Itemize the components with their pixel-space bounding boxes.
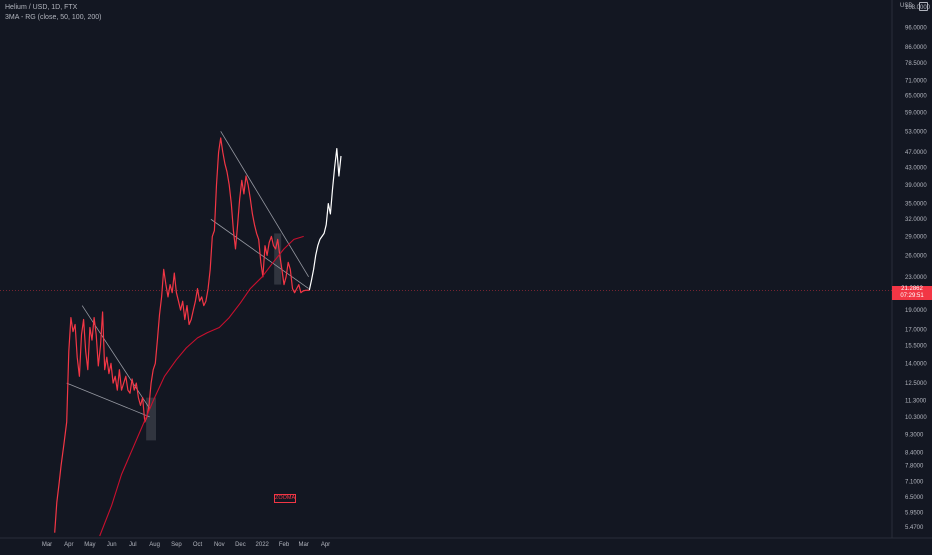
highlights-layer	[146, 233, 282, 441]
bar-countdown: 07:29:51	[900, 293, 924, 300]
price-tick-label: 53.0000	[905, 129, 927, 135]
price-tick-label: 59.0000	[905, 111, 927, 117]
indicator-label[interactable]: 3MA - RG (close, 50, 100, 200)	[5, 14, 102, 21]
price-tick-label: 86.0000	[905, 45, 927, 51]
price-tick-label: 65.0000	[905, 94, 927, 100]
price-tick-label: 19.0000	[905, 308, 927, 314]
price-tick-label: 14.0000	[905, 361, 927, 367]
price-tick-label: 7.1000	[905, 480, 924, 486]
time-tick-label: Jun	[107, 542, 117, 548]
time-tick-label: May	[84, 542, 95, 548]
price-tick-label: 78.5000	[905, 61, 927, 67]
time-tick-label: Apr	[64, 542, 73, 548]
moving_average-line	[99, 235, 304, 537]
price-tick-label: 9.3000	[905, 433, 924, 439]
annotation-label[interactable]: ZOOMA	[274, 494, 296, 503]
time-tick-label: Nov	[214, 542, 225, 548]
time-tick-label: Sep	[171, 542, 182, 548]
price-tick-label: 5.4700	[905, 525, 924, 531]
trendlines-layer	[66, 131, 309, 418]
price-tick-label: 32.0000	[905, 217, 927, 223]
price-tick-label: 96.0000	[905, 26, 927, 32]
time-tick-label: Mar	[299, 542, 309, 548]
last-price-tag: 21.2862 07:29:51	[892, 286, 932, 301]
price-line	[54, 137, 310, 533]
highlight-zone-2	[274, 233, 282, 285]
currency-label[interactable]: USD	[900, 3, 913, 9]
price-tick-label: 23.0000	[905, 275, 927, 281]
last-price-value: 21.2862	[901, 286, 923, 293]
price-tick-label: 6.5000	[905, 495, 924, 501]
price-tick-label: 15.5000	[905, 344, 927, 350]
highlight-zone-1	[146, 397, 157, 441]
price-axis[interactable]: 108.0000 96.0000 86.0000 78.5000 71.0000 65.0…	[905, 5, 931, 531]
time-tick-label: Mar	[42, 542, 52, 548]
trendline-1	[66, 382, 150, 418]
time-tick-label: Dec	[235, 542, 246, 548]
price-tick-label: 7.8000	[905, 463, 924, 469]
trendline-4	[220, 131, 309, 278]
price-tick-label: 29.0000	[905, 234, 927, 240]
time-tick-label: Aug	[149, 542, 160, 548]
price-tick-label: 10.3000	[905, 415, 927, 421]
time-tick-label: Feb	[279, 542, 290, 548]
projection-line	[308, 148, 342, 291]
price-tick-label: 108.0000	[905, 5, 931, 11]
symbol-title[interactable]: Helium / USD, 1D, FTX	[5, 4, 78, 11]
price-tick-label: 5.9500	[905, 511, 924, 517]
price-tick-label: 11.3000	[905, 399, 927, 405]
price-tick-label: 43.0000	[905, 166, 927, 172]
price-tick-label: 8.4000	[905, 450, 924, 456]
price-tick-label: 47.0000	[905, 150, 927, 156]
price-tick-label: 12.5000	[905, 381, 927, 387]
time-tick-label: Apr	[321, 542, 330, 548]
time-tick-label: Jul	[129, 542, 137, 548]
time-tick-label: 2022	[256, 542, 270, 548]
time-axis[interactable]: Mar Apr May Jun Jul Aug Sep Oct Nov Dec 2022 Feb Mar…	[42, 542, 330, 548]
price-tick-label: 35.0000	[905, 202, 927, 208]
price-tick-label: 71.0000	[905, 78, 927, 84]
chart-legend: Helium / USD, 1D, FTX 3MA - RG (close, 5…	[5, 3, 102, 23]
time-tick-label: Oct	[193, 542, 203, 548]
settings-icon[interactable]	[919, 2, 928, 11]
series-layer	[0, 137, 892, 537]
price-tick-label: 26.0000	[905, 253, 927, 259]
price-tick-label: 17.0000	[905, 328, 927, 334]
price-tick-label: 39.0000	[905, 183, 927, 189]
